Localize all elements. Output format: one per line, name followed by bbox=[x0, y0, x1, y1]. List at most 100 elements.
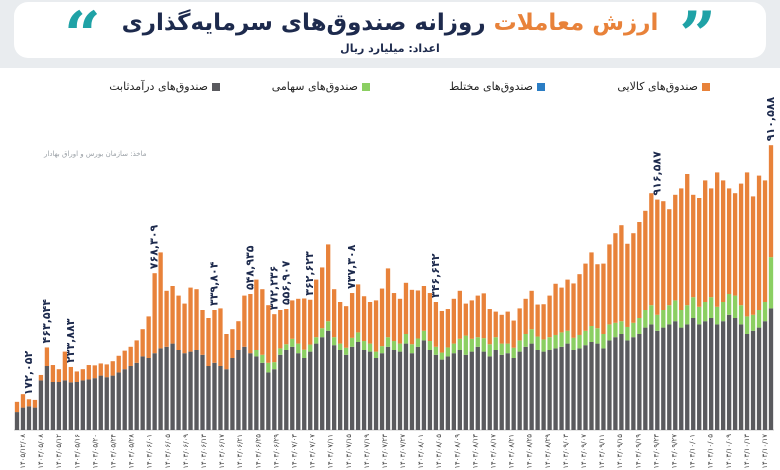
x-tick-label: ۱۴۰۳/۰۹/۱۵ bbox=[616, 434, 624, 469]
bar-segment-commodity bbox=[385, 268, 391, 338]
bar-segment-commodity bbox=[98, 363, 103, 376]
bar-segment-fixed-income bbox=[744, 334, 750, 430]
bar-segment-equity bbox=[547, 337, 552, 350]
bar-segment-commodity bbox=[379, 288, 385, 347]
bar-segment-equity bbox=[738, 305, 744, 325]
bar-segment-fixed-income bbox=[625, 340, 630, 430]
bar-segment-fixed-income bbox=[110, 375, 115, 430]
bar-segment-commodity bbox=[511, 320, 516, 348]
bar-segment-equity bbox=[732, 295, 738, 318]
bar-segment-fixed-income bbox=[463, 354, 468, 430]
bar-segment-commodity bbox=[391, 293, 397, 342]
bar-segment-equity bbox=[439, 352, 445, 360]
bar-segment-fixed-income bbox=[98, 375, 103, 430]
bar-segment-equity bbox=[326, 321, 331, 331]
bar-segment-commodity bbox=[415, 290, 421, 339]
data-label: ۳۷۲,۲۳۶ bbox=[267, 266, 280, 310]
x-tick-label: ۱۴۰۳/۰۹/۱۱ bbox=[598, 434, 606, 469]
bar-segment-fixed-income bbox=[397, 351, 403, 430]
bar-segment-fixed-income bbox=[14, 412, 20, 430]
bar-segment-commodity bbox=[308, 299, 313, 345]
bar-segment-fixed-income bbox=[451, 353, 456, 430]
bar-segment-equity bbox=[601, 334, 606, 349]
bar-segment-fixed-income bbox=[349, 346, 355, 430]
bar-segment-commodity bbox=[481, 293, 486, 339]
bar-segment-commodity bbox=[679, 188, 684, 310]
chart-subtitle: اعداد: میلیارد ریال bbox=[340, 42, 440, 55]
bar-segment-equity bbox=[595, 328, 600, 344]
x-tick-label: ۱۴۰۳/۰۶/۲۱ bbox=[236, 434, 244, 469]
bar-segment-equity bbox=[535, 336, 540, 350]
bar-segment-fixed-income bbox=[762, 321, 768, 430]
bar-segment-equity bbox=[505, 343, 510, 354]
bar-segment-commodity bbox=[278, 310, 283, 349]
bar-segment-equity bbox=[720, 302, 726, 322]
bar-segment-equity bbox=[302, 349, 307, 358]
bar-segment-commodity bbox=[134, 340, 139, 363]
x-tick-label: ۱۴۰۳/۰۷/۰۷ bbox=[309, 434, 317, 469]
x-tick-label: ۱۴۰۳/۰۶/۲۹ bbox=[272, 434, 280, 469]
bar-segment-commodity bbox=[14, 401, 20, 413]
bar-segment-commodity bbox=[744, 172, 750, 317]
bar-segment-commodity bbox=[194, 289, 199, 350]
bar-segment-commodity bbox=[649, 193, 654, 306]
bar-segment-fixed-income bbox=[320, 337, 325, 430]
data-label: ۷۳۷,۳۰۸ bbox=[345, 244, 358, 289]
bar-segment-commodity bbox=[302, 298, 307, 350]
bar-segment-fixed-income bbox=[415, 346, 421, 430]
bar-segment-fixed-income bbox=[314, 343, 319, 430]
bar-segment-fixed-income bbox=[188, 351, 193, 430]
legend-label-equity: صندوق‌های سهامی bbox=[271, 80, 358, 93]
bar-segment-equity bbox=[397, 343, 403, 352]
bar-segment-commodity bbox=[565, 279, 570, 331]
bar-segment-fixed-income bbox=[583, 345, 588, 430]
bar-segment-commodity bbox=[726, 188, 732, 294]
bar-segment-equity bbox=[649, 305, 654, 325]
bar-segment-commodity bbox=[326, 244, 331, 322]
bar-segment-commodity bbox=[547, 295, 552, 338]
bar-segment-commodity bbox=[80, 369, 85, 381]
bar-segment-commodity bbox=[433, 302, 439, 347]
bar-segment-commodity bbox=[176, 295, 181, 350]
bar-segment-fixed-income bbox=[385, 346, 391, 430]
bar-segment-fixed-income bbox=[260, 362, 265, 430]
bar-segment-fixed-income bbox=[439, 359, 445, 430]
bar-segment-fixed-income bbox=[361, 350, 367, 430]
bar-segment-commodity bbox=[68, 366, 74, 383]
bar-segment-commodity bbox=[332, 289, 337, 338]
x-tick-label: ۱۴۰۳/۰۵/۲۴ bbox=[110, 434, 118, 469]
bar-segment-equity bbox=[589, 326, 594, 342]
bar-segment-fixed-income bbox=[50, 382, 56, 430]
bar-segment-commodity bbox=[589, 252, 594, 326]
bar-segment-commodity bbox=[756, 175, 762, 310]
bar-segment-equity bbox=[565, 330, 570, 344]
bar-segment-equity bbox=[499, 343, 504, 355]
bar-segment-fixed-income bbox=[200, 354, 205, 430]
bar-segment-commodity bbox=[421, 286, 427, 331]
bar-segment-fixed-income bbox=[38, 380, 44, 430]
bar-segment-equity bbox=[583, 330, 588, 346]
bar-segment-fixed-income bbox=[577, 348, 582, 430]
bar-segment-commodity bbox=[762, 180, 768, 302]
bar-segment-fixed-income bbox=[607, 340, 612, 430]
data-label: ۵۴۸,۹۳۵ bbox=[243, 245, 256, 290]
x-tick-label: ۱۴۰۳/۰۶/۱۳ bbox=[200, 434, 208, 469]
bar-segment-fixed-income bbox=[679, 327, 684, 430]
bar-segment-commodity bbox=[619, 225, 624, 322]
bar-segment-equity bbox=[481, 338, 486, 352]
bar-segment-commodity bbox=[553, 283, 558, 335]
bar-segment-commodity bbox=[613, 233, 618, 323]
bar-segment-commodity bbox=[427, 293, 433, 342]
bar-segment-commodity bbox=[152, 273, 157, 354]
data-label: ۷۶۸,۳۰۹ bbox=[148, 224, 161, 269]
bar-segment-fixed-income bbox=[535, 350, 540, 430]
bar-segment-equity bbox=[762, 302, 768, 322]
x-tick-label: ۱۴۰۳/۱۰/۰۹ bbox=[725, 434, 733, 469]
x-tick-label: ۱۴۰۳/۰۵/۱۶ bbox=[73, 434, 81, 469]
bar-segment-fixed-income bbox=[134, 362, 139, 430]
bar-segment-commodity bbox=[637, 222, 642, 318]
bar-segment-commodity bbox=[715, 172, 720, 307]
bar-segment-fixed-income bbox=[373, 358, 379, 430]
bar-segment-commodity bbox=[601, 263, 606, 334]
bar-segment-fixed-income bbox=[595, 343, 600, 430]
